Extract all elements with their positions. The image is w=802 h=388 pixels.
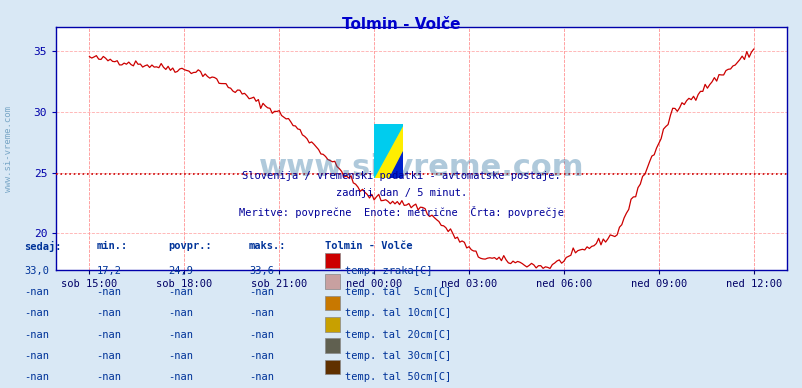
Text: Meritve: povprečne  Enote: metrične  Črta: povprečje: Meritve: povprečne Enote: metrične Črta:… bbox=[239, 206, 563, 218]
Text: Tolmin - Volče: Tolmin - Volče bbox=[342, 17, 460, 33]
Text: temp. tal 50cm[C]: temp. tal 50cm[C] bbox=[345, 372, 451, 383]
Text: -nan: -nan bbox=[168, 351, 193, 361]
Text: sedaj:: sedaj: bbox=[24, 241, 62, 251]
Text: -nan: -nan bbox=[96, 351, 121, 361]
Text: www.si-vreme.com: www.si-vreme.com bbox=[258, 153, 584, 182]
Text: temp. zraka[C]: temp. zraka[C] bbox=[345, 266, 432, 276]
Text: Tolmin - Volče: Tolmin - Volče bbox=[325, 241, 412, 251]
Text: min.:: min.: bbox=[96, 241, 128, 251]
Text: -nan: -nan bbox=[24, 372, 49, 383]
Text: temp. tal 10cm[C]: temp. tal 10cm[C] bbox=[345, 308, 451, 319]
Text: -nan: -nan bbox=[249, 308, 273, 319]
Text: Slovenija / vremenski podatki - avtomatske postaje.: Slovenija / vremenski podatki - avtomats… bbox=[242, 171, 560, 181]
Text: -nan: -nan bbox=[168, 330, 193, 340]
Text: -nan: -nan bbox=[168, 287, 193, 297]
Text: -nan: -nan bbox=[168, 308, 193, 319]
Text: -nan: -nan bbox=[96, 372, 121, 383]
Text: -nan: -nan bbox=[249, 372, 273, 383]
Text: -nan: -nan bbox=[249, 330, 273, 340]
Text: -nan: -nan bbox=[24, 308, 49, 319]
Text: www.si-vreme.com: www.si-vreme.com bbox=[4, 106, 13, 192]
Text: 33,6: 33,6 bbox=[249, 266, 273, 276]
Text: temp. tal  5cm[C]: temp. tal 5cm[C] bbox=[345, 287, 451, 297]
Text: maks.:: maks.: bbox=[249, 241, 286, 251]
Text: 33,0: 33,0 bbox=[24, 266, 49, 276]
Text: temp. tal 30cm[C]: temp. tal 30cm[C] bbox=[345, 351, 451, 361]
Text: -nan: -nan bbox=[249, 287, 273, 297]
Text: -nan: -nan bbox=[249, 351, 273, 361]
Text: -nan: -nan bbox=[168, 372, 193, 383]
Text: povpr.:: povpr.: bbox=[168, 241, 212, 251]
Text: -nan: -nan bbox=[96, 287, 121, 297]
Text: -nan: -nan bbox=[96, 308, 121, 319]
Text: zadnji dan / 5 minut.: zadnji dan / 5 minut. bbox=[335, 188, 467, 198]
Text: 24,9: 24,9 bbox=[168, 266, 193, 276]
Text: 17,2: 17,2 bbox=[96, 266, 121, 276]
Text: -nan: -nan bbox=[24, 351, 49, 361]
Text: -nan: -nan bbox=[24, 287, 49, 297]
Text: -nan: -nan bbox=[24, 330, 49, 340]
Text: -nan: -nan bbox=[96, 330, 121, 340]
Text: temp. tal 20cm[C]: temp. tal 20cm[C] bbox=[345, 330, 451, 340]
